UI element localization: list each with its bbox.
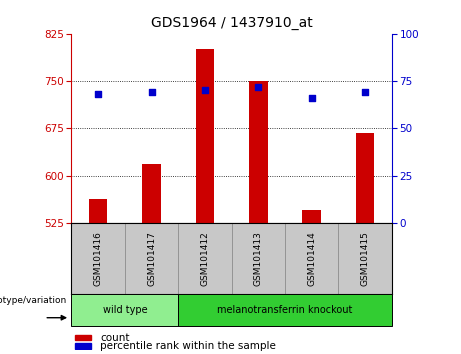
Point [201, 88, 209, 93]
Bar [178, 223, 231, 294]
Bar [142, 164, 161, 223]
Text: genotype/variation: genotype/variation [0, 296, 67, 306]
Text: GSM101416: GSM101416 [94, 231, 103, 286]
Point [308, 95, 315, 101]
Bar [338, 223, 392, 294]
Text: wild type: wild type [102, 305, 147, 315]
Point [361, 90, 369, 95]
Bar [231, 223, 285, 294]
Text: GSM101412: GSM101412 [201, 231, 209, 286]
Bar [302, 210, 321, 223]
Title: GDS1964 / 1437910_at: GDS1964 / 1437910_at [151, 16, 313, 30]
Point [95, 91, 102, 97]
Bar [125, 223, 178, 294]
Text: GSM101417: GSM101417 [147, 231, 156, 286]
Bar [356, 133, 374, 223]
Text: percentile rank within the sample: percentile rank within the sample [100, 341, 276, 351]
Bar [71, 294, 178, 326]
Bar [89, 199, 107, 223]
Bar [75, 335, 91, 340]
Bar [249, 81, 268, 223]
Bar [71, 223, 125, 294]
Point [148, 90, 155, 95]
Bar [285, 223, 338, 294]
Text: melanotransferrin knockout: melanotransferrin knockout [218, 305, 353, 315]
Text: GSM101414: GSM101414 [307, 231, 316, 286]
Bar [178, 294, 392, 326]
Text: GSM101415: GSM101415 [361, 231, 370, 286]
Bar [195, 50, 214, 223]
Text: GSM101413: GSM101413 [254, 231, 263, 286]
Text: count: count [100, 332, 130, 343]
Bar [75, 343, 91, 349]
Point [254, 84, 262, 90]
